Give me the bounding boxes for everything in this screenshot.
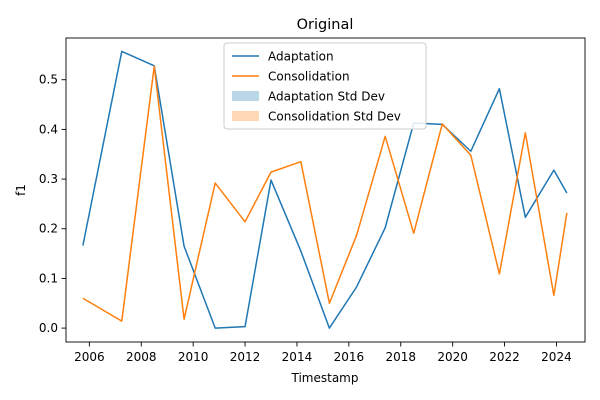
- x-tick-label: 2014: [282, 350, 313, 364]
- y-tick-label: 0.3: [39, 172, 58, 186]
- y-tick-label: 0.5: [39, 73, 58, 87]
- x-axis: 2006 2008 2010 2012 2014 2016 2018 2020 2022 2024: [74, 342, 572, 364]
- legend: Adaptation Consolidation Adaptation Std De…: [223, 42, 427, 130]
- x-tick-label: 2022: [489, 350, 520, 364]
- x-tick-label: 2006: [74, 350, 105, 364]
- x-tick-label: 2010: [178, 350, 209, 364]
- series-layer: [82, 50, 568, 329]
- series-line-adaptation: [82, 50, 568, 329]
- series-line-consolidation: [82, 65, 568, 322]
- y-tick-label: 0.4: [39, 122, 58, 136]
- legend-label-consolidation: Consolidation: [268, 70, 350, 84]
- y-axis-label: f1: [14, 184, 28, 196]
- y-tick-label: 0.2: [39, 222, 58, 236]
- x-tick-label: 2016: [334, 350, 365, 364]
- chart-title: Original: [297, 17, 354, 33]
- x-tick-label: 2024: [541, 350, 572, 364]
- legend-label-consolidation-std-dev: Consolidation Std Dev: [268, 110, 401, 124]
- y-axis: 0.0 0.1 0.2 0.3 0.4 0.5: [39, 73, 66, 335]
- legend-label-adaptation-std-dev: Adaptation Std Dev: [268, 90, 385, 104]
- x-axis-label: Timestamp: [291, 371, 359, 385]
- x-tick-label: 2012: [230, 350, 261, 364]
- x-tick-label: 2008: [126, 350, 157, 364]
- legend-swatch-consolidation-std-dev: [232, 111, 259, 121]
- y-tick-label: 0.0: [39, 321, 58, 335]
- y-tick-label: 0.1: [39, 271, 58, 285]
- x-tick-label: 2018: [385, 350, 416, 364]
- plot-frame: [65, 37, 586, 343]
- legend-label-adaptation: Adaptation: [268, 50, 334, 64]
- legend-swatch-adaptation-std-dev: [232, 91, 259, 101]
- legend-frame: [223, 42, 427, 130]
- x-tick-label: 2020: [437, 350, 468, 364]
